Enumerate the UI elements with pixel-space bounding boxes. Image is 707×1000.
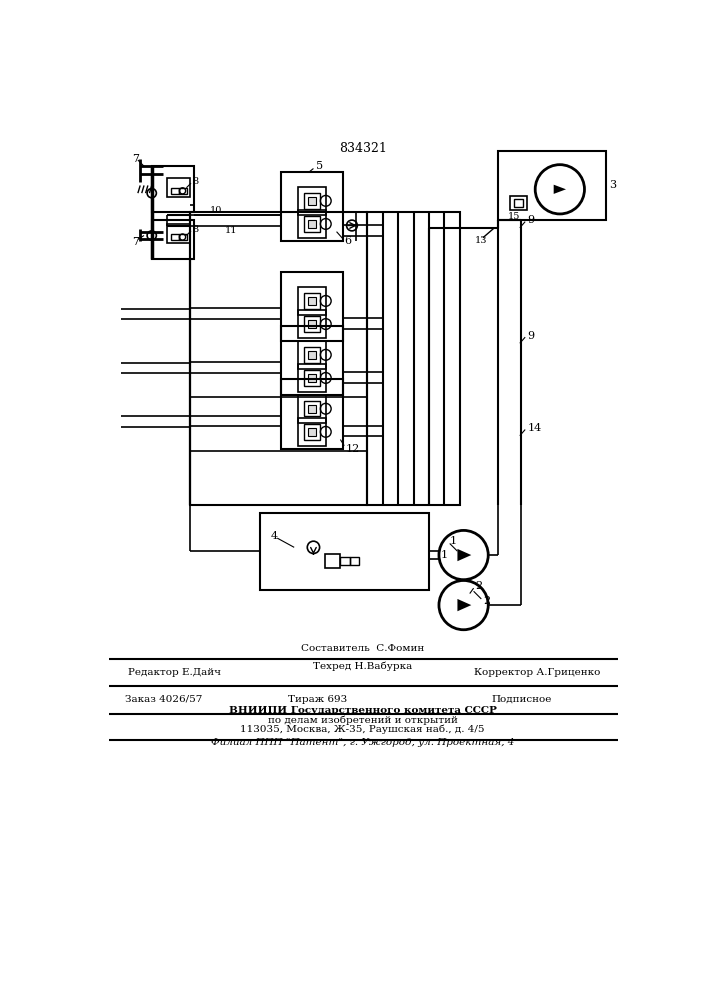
Bar (308, 297, 316, 305)
Text: 9: 9 (527, 215, 534, 225)
Bar (308, 320, 316, 328)
Bar (190, 212, 368, 505)
Text: Редактор Е.Дайч: Редактор Е.Дайч (129, 668, 221, 677)
Bar (325, 554, 340, 568)
Bar (180, 188, 187, 194)
Text: 6: 6 (344, 236, 351, 246)
Polygon shape (457, 549, 472, 561)
Bar (171, 188, 179, 194)
Bar (304, 401, 320, 416)
Text: 14: 14 (527, 423, 542, 433)
Bar (340, 557, 350, 565)
Bar (308, 197, 316, 205)
Text: 3: 3 (609, 180, 617, 190)
Text: 7: 7 (132, 237, 139, 247)
Text: 10: 10 (209, 206, 222, 215)
Bar (298, 187, 326, 215)
Bar (308, 351, 316, 359)
Polygon shape (554, 185, 566, 194)
Text: Филиал ППП "Патент", г. Ужгород, ул. Проектная, 4: Филиал ППП "Патент", г. Ужгород, ул. Про… (211, 738, 515, 747)
Bar (298, 418, 326, 446)
Bar (304, 293, 320, 309)
Bar (350, 557, 359, 565)
Bar (368, 212, 460, 505)
Text: 12: 12 (346, 444, 360, 454)
Bar (304, 347, 320, 363)
Polygon shape (457, 599, 472, 611)
Bar (308, 374, 316, 382)
Text: Корректор А.Гриценко: Корректор А.Гриценко (474, 668, 600, 677)
Text: ВНИИПИ Государственного комитета СССР: ВНИИПИ Государственного комитета СССР (229, 706, 496, 715)
Bar (298, 341, 326, 369)
Text: Подписное: Подписное (491, 695, 551, 704)
Text: 15: 15 (508, 212, 520, 221)
Bar (281, 326, 343, 395)
Bar (308, 428, 316, 436)
Bar (259, 513, 429, 590)
Bar (298, 395, 326, 423)
Bar (171, 234, 179, 240)
Text: Заказ 4026/57: Заказ 4026/57 (124, 695, 202, 704)
Text: 8: 8 (192, 225, 199, 234)
Bar (281, 379, 343, 449)
Bar (304, 370, 320, 386)
Bar (304, 193, 320, 209)
Bar (180, 234, 187, 240)
Bar (167, 224, 190, 243)
Text: 2: 2 (475, 581, 482, 591)
Text: 7: 7 (132, 153, 139, 163)
Text: Техред Н.Вабурка: Техред Н.Вабурка (313, 662, 412, 671)
Bar (304, 316, 320, 332)
Text: 4: 4 (271, 531, 279, 541)
Bar (152, 166, 194, 212)
Bar (510, 196, 527, 210)
Bar (298, 364, 326, 392)
Bar (298, 210, 326, 238)
Bar (304, 216, 320, 232)
Bar (498, 151, 606, 220)
Text: 13: 13 (475, 236, 488, 245)
Text: 834321: 834321 (339, 142, 387, 155)
Text: 113035, Москва, Ж-35, Раушская наб., д. 4/5: 113035, Москва, Ж-35, Раушская наб., д. … (240, 724, 485, 734)
Bar (281, 172, 343, 241)
Text: Составитель  С.Фомин: Составитель С.Фомин (301, 644, 424, 653)
Bar (152, 220, 194, 259)
Text: 5: 5 (316, 161, 323, 171)
Text: 9: 9 (527, 331, 534, 341)
Text: по делам изобретений и открытий: по делам изобретений и открытий (268, 716, 457, 725)
Bar (308, 220, 316, 228)
Bar (298, 287, 326, 315)
Bar (298, 310, 326, 338)
Bar (308, 405, 316, 413)
Bar (167, 178, 190, 197)
Text: Тираж 693: Тираж 693 (288, 695, 347, 704)
Text: 11: 11 (225, 226, 238, 235)
Text: 2: 2 (483, 596, 490, 606)
Bar (514, 199, 523, 207)
Bar (281, 272, 343, 341)
Text: 8: 8 (192, 177, 199, 186)
Bar (304, 424, 320, 440)
Text: 1: 1 (450, 536, 457, 546)
Text: 1: 1 (440, 550, 448, 560)
